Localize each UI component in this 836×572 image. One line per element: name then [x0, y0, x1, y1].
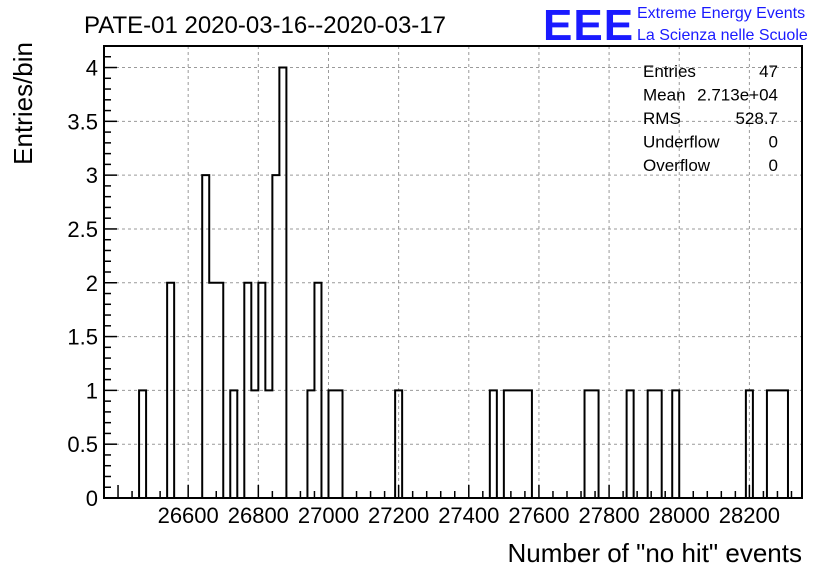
- y-axis-ticks: 0 0.5 1 1.5 2 2.5 3 3.5 4: [67, 45, 117, 511]
- stats-label: Entries: [643, 62, 696, 81]
- x-tick-label: 27000: [298, 503, 359, 528]
- stats-value: 0: [769, 133, 778, 152]
- stats-label: Underflow: [643, 133, 720, 152]
- stats-label: Mean: [643, 86, 686, 105]
- stats-value: 2.713e+04: [697, 86, 778, 105]
- chart-title: PATE-01 2020-03-16--2020-03-17: [84, 12, 446, 39]
- y-tick-label: 3.5: [67, 109, 98, 134]
- x-tick-label: 27200: [368, 503, 429, 528]
- eee-logo-line2: La Scienza nelle Scuole: [637, 27, 808, 44]
- x-tick-label: 27400: [438, 503, 499, 528]
- stats-value: 47: [759, 62, 778, 81]
- stats-box: Entries 47 Mean 2.713e+04 RMS 528.7 Underflow 0…: [643, 62, 778, 175]
- y-tick-label: 2: [86, 271, 98, 296]
- y-tick-label: 1.5: [67, 325, 98, 350]
- x-axis-title: Number of "no hit" events: [508, 538, 803, 568]
- y-tick-label: 2.5: [67, 217, 98, 242]
- eee-logo-mark: EEE: [543, 1, 634, 50]
- x-axis-ticks: 26600 26800 27000 27200 27400 27600 27800 28000…: [103, 485, 793, 528]
- x-tick-label: 27800: [578, 503, 639, 528]
- eee-logo: EEE Extreme Energy Events La Scienza nel…: [543, 1, 808, 50]
- x-tick-label: 26800: [228, 503, 289, 528]
- y-tick-label: 0.5: [67, 432, 98, 457]
- y-tick-label: 1: [86, 378, 98, 403]
- eee-logo-line1: Extreme Energy Events: [637, 5, 805, 22]
- grid-lines: [104, 46, 802, 498]
- x-tick-label: 28000: [649, 503, 710, 528]
- y-tick-label: 3: [86, 163, 98, 188]
- y-axis-title: Entries/bin: [8, 42, 38, 165]
- stats-value: 528.7: [735, 109, 778, 128]
- histogram-outline: [138, 66, 789, 499]
- x-tick-label: 27600: [508, 503, 569, 528]
- x-tick-label: 26600: [158, 503, 219, 528]
- stats-label: RMS: [643, 109, 681, 128]
- y-tick-label: 0: [86, 486, 98, 511]
- x-tick-label: 28200: [719, 503, 780, 528]
- y-tick-label: 4: [86, 56, 98, 81]
- stats-label: Overflow: [643, 156, 711, 175]
- stats-value: 0: [769, 156, 778, 175]
